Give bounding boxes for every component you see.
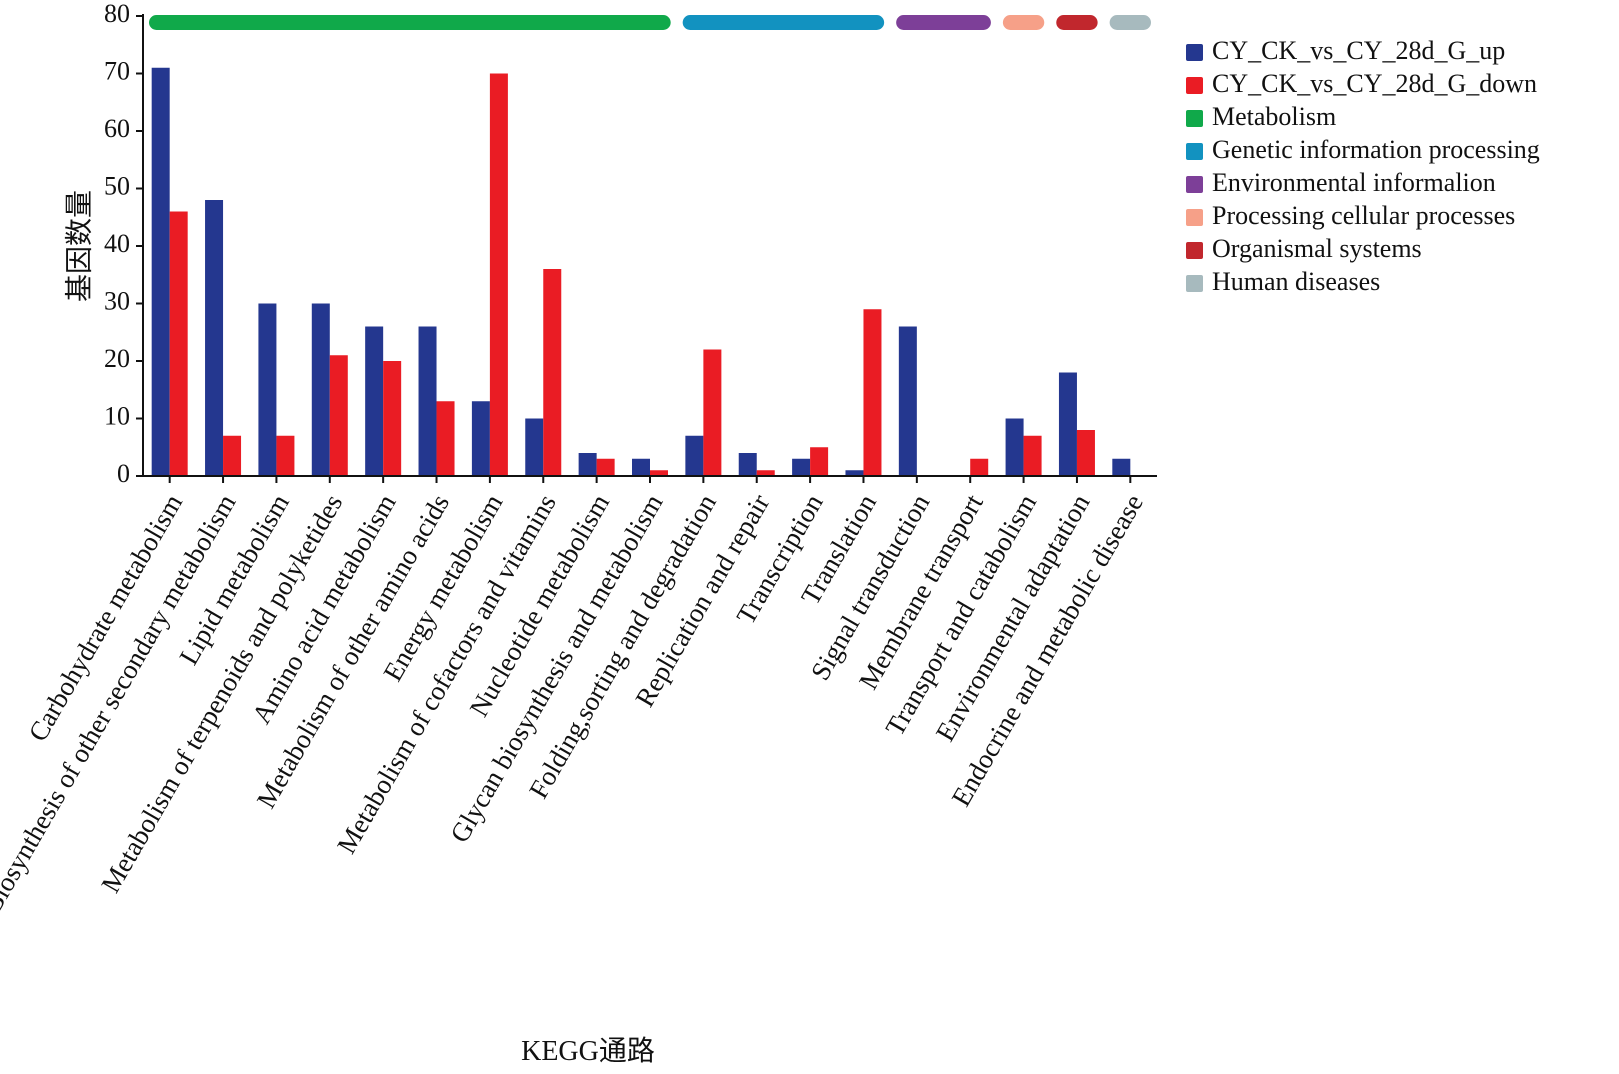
bar-down-1 (223, 435, 242, 476)
legend-swatch-6 (1186, 242, 1203, 259)
y-tick-label-30: 30 (104, 286, 130, 315)
bar-down-11 (756, 470, 775, 476)
bar-up-2 (258, 303, 277, 476)
legend-label-0: CY_CK_vs_CY_28d_G_up (1212, 36, 1505, 65)
bar-down-12 (810, 447, 829, 476)
y-tick-label-50: 50 (104, 171, 130, 200)
bar-down-8 (596, 458, 615, 476)
bar-up-17 (1058, 372, 1077, 476)
bar-down-9 (650, 470, 668, 476)
legend-label-5: Processing cellular processes (1212, 201, 1515, 230)
bar-up-0 (151, 67, 170, 476)
legend-label-7: Human diseases (1212, 267, 1380, 296)
legend-swatch-2 (1186, 110, 1203, 127)
legend-swatch-0 (1186, 44, 1203, 61)
legend-label-1: CY_CK_vs_CY_28d_G_down (1212, 69, 1537, 98)
bar-up-1 (205, 200, 224, 476)
bar-up-3 (311, 303, 330, 476)
group-strip-3 (1002, 15, 1045, 30)
bar-up-18 (1112, 458, 1131, 476)
legend-swatch-4 (1186, 176, 1203, 193)
bar-up-11 (738, 453, 757, 476)
bar-down-4 (383, 361, 402, 476)
y-tick-label-0: 0 (117, 459, 130, 488)
bar-down-7 (543, 269, 562, 476)
bar-down-5 (436, 401, 455, 476)
legend-swatch-7 (1186, 275, 1203, 292)
bar-down-3 (329, 355, 348, 476)
bar-down-2 (276, 435, 295, 476)
group-strip-1 (682, 15, 885, 30)
bars-layer (151, 67, 1131, 476)
legend-label-3: Genetic information processing (1212, 135, 1540, 164)
bar-down-17 (1076, 430, 1095, 476)
bar-up-5 (418, 326, 437, 476)
bar-down-6 (489, 73, 508, 476)
y-axis-title: 基因数量 (63, 190, 95, 302)
bar-up-12 (792, 458, 811, 476)
legend-label-6: Organismal systems (1212, 234, 1422, 263)
bar-up-6 (471, 401, 490, 476)
bar-down-16 (1023, 435, 1042, 476)
bar-up-9 (632, 458, 650, 476)
y-tick-label-10: 10 (104, 401, 130, 430)
bar-up-13 (845, 470, 864, 476)
bar-up-16 (1005, 418, 1024, 476)
legend-swatch-1 (1186, 77, 1203, 94)
legend: CY_CK_vs_CY_28d_G_up CY_CK_vs_CY_28d_G_do… (1186, 36, 1540, 296)
legend-swatch-3 (1186, 143, 1203, 160)
bar-up-14 (898, 326, 917, 476)
bar-up-7 (525, 418, 544, 476)
group-strip-2 (896, 15, 991, 30)
y-tick-label-80: 80 (104, 0, 130, 28)
bar-down-13 (863, 309, 882, 476)
y-tick-label-40: 40 (104, 229, 130, 258)
legend-label-2: Metabolism (1212, 102, 1336, 131)
group-strip-4 (1056, 15, 1098, 30)
y-tick-label-70: 70 (104, 56, 130, 85)
y-tick-label-60: 60 (104, 114, 130, 143)
category-group-bars (149, 15, 1151, 30)
x-axis-title: KEGG通路 (521, 1035, 655, 1067)
bar-up-10 (685, 435, 704, 476)
group-strip-5 (1109, 15, 1151, 30)
bar-up-4 (365, 326, 384, 476)
y-tick-label-20: 20 (104, 344, 130, 373)
bar-down-0 (169, 211, 188, 476)
group-strip-0 (149, 15, 671, 30)
bar-up-8 (578, 453, 597, 476)
bar-down-10 (703, 349, 722, 476)
legend-label-4: Environmental informalion (1212, 168, 1496, 197)
bar-down-15 (970, 458, 989, 476)
legend-swatch-5 (1186, 209, 1203, 226)
